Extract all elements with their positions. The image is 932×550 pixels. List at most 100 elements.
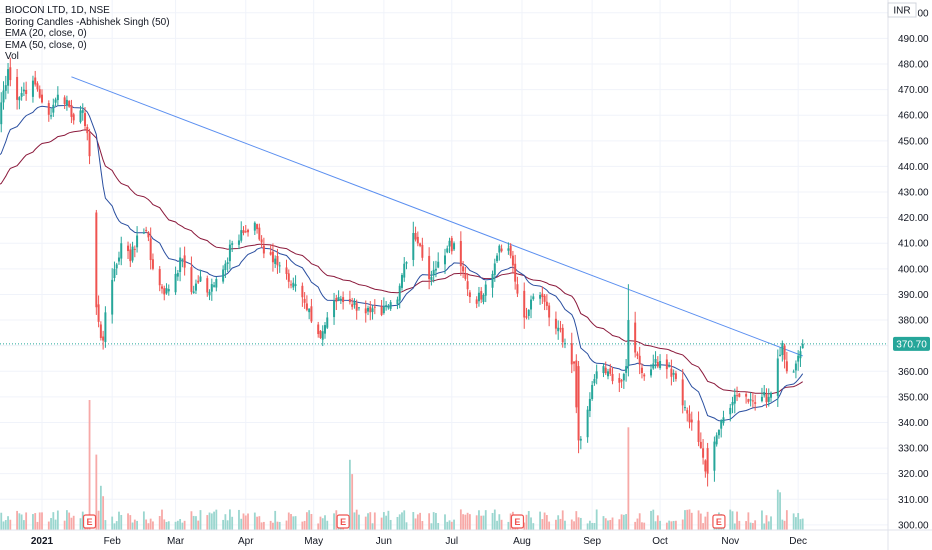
volume-bar <box>754 520 757 530</box>
volume-bar <box>34 513 37 530</box>
candle-body <box>627 320 630 367</box>
candle <box>387 303 390 310</box>
volume-bar <box>79 518 82 530</box>
earnings-marker-box <box>82 514 97 529</box>
volume-bar <box>586 523 589 530</box>
legend-indicator-ema50[interactable]: EMA (50, close, 0) <box>5 39 87 51</box>
volume-bar <box>570 519 573 530</box>
volume-bar <box>706 511 709 530</box>
candle <box>636 351 639 360</box>
svg-text:370.70: 370.70 <box>896 339 927 350</box>
volume-bar <box>260 522 263 530</box>
candle <box>163 285 166 301</box>
candle <box>262 237 265 259</box>
volume-bar <box>210 513 213 530</box>
volume-bar <box>555 519 557 530</box>
candle <box>104 306 107 348</box>
volume-bar <box>256 516 258 530</box>
candle-body <box>213 285 216 287</box>
volume-bar <box>294 516 297 530</box>
candle-body <box>371 308 374 312</box>
earnings-marker-box <box>712 514 726 529</box>
volume-bar <box>475 515 478 530</box>
time-axis[interactable]: 2021 Feb Mar Apr May Jun Jul Aug Sep Oct Nov Dec <box>0 529 932 547</box>
candle-body <box>47 103 50 115</box>
candle <box>7 63 10 94</box>
candle <box>717 429 720 439</box>
candle-body <box>228 244 231 262</box>
volume-bar <box>111 516 114 530</box>
candles[interactable] <box>0 57 804 487</box>
volume-bar <box>131 522 134 530</box>
volume-bar <box>609 519 612 530</box>
candle <box>659 354 662 370</box>
candle <box>222 265 225 284</box>
candle <box>324 321 326 339</box>
candle-body <box>262 245 265 254</box>
volume-bars <box>0 400 804 530</box>
volume-bar <box>656 515 659 530</box>
candle <box>208 289 211 301</box>
candle-body <box>563 343 566 345</box>
volume-bar <box>401 512 403 530</box>
legend-indicator-volume[interactable]: Vol <box>5 51 19 62</box>
candle-body <box>348 299 351 303</box>
candle-body <box>278 265 281 267</box>
candle-body <box>258 227 261 240</box>
candle-body <box>799 351 802 359</box>
legend-indicator-ema20[interactable]: EMA (20, close, 0) <box>5 28 87 39</box>
volume-bar <box>747 512 750 530</box>
candle <box>699 432 702 449</box>
candle <box>767 388 770 407</box>
volume-bar <box>303 520 306 530</box>
volume-bar <box>240 518 243 530</box>
candle-body <box>491 273 494 288</box>
volume-bar <box>751 523 754 530</box>
volume-bar <box>7 516 9 530</box>
candle-body <box>468 292 471 298</box>
volume-bar <box>176 520 179 530</box>
legend-symbol[interactable]: BIOCON LTD, 1D, NSE <box>5 5 110 16</box>
candle-body <box>50 115 53 117</box>
candle <box>197 275 200 284</box>
candle-body <box>405 262 408 264</box>
candle-body <box>625 366 628 373</box>
volume-bar <box>97 510 100 530</box>
candle <box>652 354 655 370</box>
candle-body <box>97 304 100 322</box>
earnings-marker-label: E <box>340 517 346 527</box>
candle <box>308 308 311 320</box>
candle <box>86 124 89 141</box>
volume-bar <box>147 523 150 530</box>
volume-bar <box>127 513 129 530</box>
volume-bar <box>133 519 136 530</box>
candle <box>414 226 417 242</box>
volume-bar <box>459 509 462 530</box>
volume-bar <box>611 517 614 530</box>
candle-body <box>400 274 403 288</box>
candle <box>256 223 259 234</box>
candle-body <box>530 299 533 310</box>
candle-body <box>593 378 596 384</box>
candle-body <box>355 303 358 311</box>
candle <box>638 346 641 375</box>
time-tick-label: Jul <box>445 536 458 547</box>
candle-body <box>548 305 551 318</box>
candle <box>702 439 705 465</box>
candle-body <box>174 273 177 293</box>
candle <box>342 291 345 310</box>
volume-bar <box>262 521 265 530</box>
legend-indicator-boring-candles[interactable]: Boring Candles -Abhishek Singh (50) <box>5 16 170 28</box>
candle <box>668 362 671 368</box>
volume-bar <box>627 427 630 530</box>
volume-bar <box>491 512 494 530</box>
price-axis[interactable]: 300.00 310.00 320.00 330.00 340.00 350.00 360.… <box>887 0 929 550</box>
candle <box>416 231 419 247</box>
volume-bar <box>38 512 41 530</box>
candle-body <box>183 255 186 268</box>
trendline[interactable] <box>71 76 803 357</box>
candle <box>54 97 57 107</box>
volume-bar <box>761 510 763 530</box>
